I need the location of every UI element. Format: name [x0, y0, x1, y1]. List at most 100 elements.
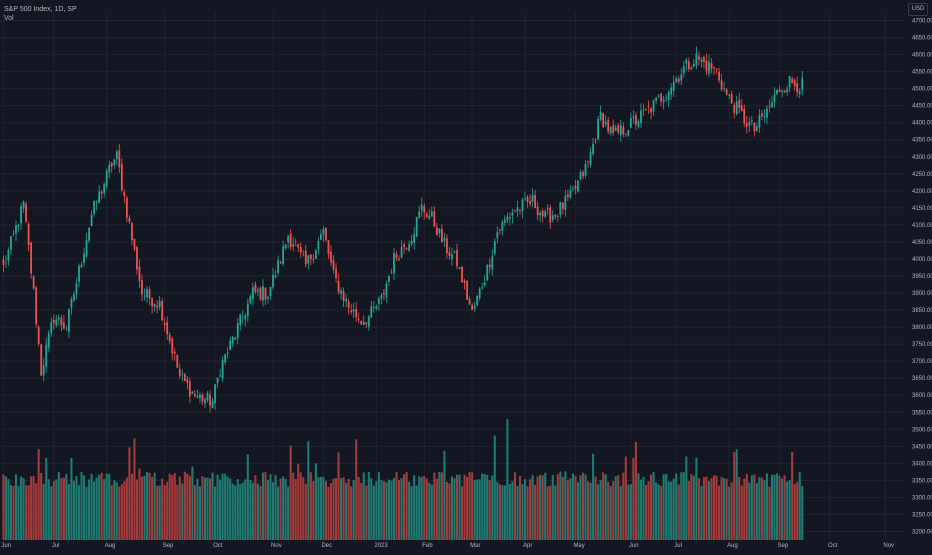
volume-bar	[760, 477, 763, 540]
candle-body	[398, 258, 400, 260]
candle-body	[234, 337, 237, 340]
price-tick-label: 3400.00	[912, 461, 932, 467]
candle-body	[589, 152, 592, 165]
volume-bar	[226, 476, 229, 540]
candle-body	[337, 280, 340, 293]
volume-bar	[634, 442, 637, 540]
candle-body	[698, 56, 700, 60]
volume-bar	[723, 478, 726, 540]
candle-body	[274, 275, 277, 278]
candle-body	[458, 267, 461, 270]
candle-body	[98, 191, 101, 203]
volume-bar	[768, 486, 771, 540]
volume-bar	[770, 474, 774, 540]
candle-body	[277, 260, 279, 274]
candle-body	[171, 338, 174, 354]
candle-body	[725, 89, 728, 95]
candle-body	[196, 396, 199, 398]
volume-bar	[244, 479, 247, 540]
volume-bar	[156, 485, 159, 540]
candle-body	[307, 255, 310, 264]
time-axis[interactable]: Jun Jul Aug Sep Oct Nov Dec 2023 Feb Mar Apr May Jun…	[1, 543, 894, 549]
candle-body	[761, 113, 763, 117]
candle-body	[791, 78, 794, 83]
volume-bar	[90, 473, 93, 540]
volume-bar	[282, 476, 285, 540]
volume-bar	[602, 472, 605, 540]
candle-body	[577, 180, 579, 192]
candle-body	[330, 251, 332, 263]
candle-body	[65, 329, 68, 330]
volume-bar	[309, 472, 312, 540]
candle-body	[496, 232, 499, 239]
candle-body	[463, 280, 466, 283]
volume-bar	[9, 484, 13, 540]
candle-body	[519, 209, 521, 211]
candle-body	[622, 126, 625, 135]
candle-body	[561, 202, 564, 210]
candle-body	[372, 306, 375, 308]
volume-bar	[786, 481, 789, 540]
candle-body	[753, 123, 756, 131]
candle-body	[350, 310, 353, 313]
volume-bar	[531, 475, 534, 540]
price-axis[interactable]: 3200.00 3250.00 3300.00 3350.00 3400.00 3450.…	[912, 19, 932, 536]
candle-body	[773, 94, 776, 103]
candle-body	[2, 259, 5, 266]
volume-bar	[513, 472, 517, 540]
volume-bar	[317, 477, 320, 540]
volume-bar	[216, 474, 219, 540]
volume-bar	[622, 472, 625, 540]
volume-bar	[599, 479, 602, 540]
volume-bar	[163, 485, 166, 540]
currency-button[interactable]: USD	[908, 3, 928, 16]
volume-bar	[337, 452, 340, 540]
price-tick-label: 3500.00	[912, 427, 932, 433]
volume-bars	[2, 419, 804, 540]
volume-bar	[70, 457, 73, 540]
candle-body	[141, 280, 143, 295]
candle-body	[534, 195, 537, 209]
volume-bar	[428, 482, 431, 540]
candle-body	[640, 110, 642, 124]
candle-body	[148, 289, 151, 299]
candle-body	[367, 316, 370, 327]
candle-body	[214, 384, 216, 404]
candle-body	[768, 106, 771, 107]
candle-body	[660, 93, 663, 102]
volume-bar	[516, 485, 519, 540]
volume-bar	[55, 479, 58, 540]
candle-body	[488, 264, 491, 268]
volume-bar	[733, 452, 736, 540]
volume-bar	[667, 481, 670, 540]
symbol-title[interactable]: S&P 500 Index, 1D, SP	[4, 6, 77, 13]
candle-body	[146, 288, 148, 298]
candle-body	[566, 194, 569, 197]
candle-body	[708, 61, 710, 74]
volume-bar	[392, 477, 396, 540]
volume-bar	[609, 485, 612, 540]
grid	[0, 12, 905, 540]
volume-bar	[239, 484, 242, 540]
candle-body	[320, 234, 322, 240]
volume-bar	[702, 477, 706, 540]
volume-bar	[670, 481, 673, 540]
volume-bar	[637, 473, 640, 540]
volume-bar	[158, 485, 161, 540]
volume-bar	[88, 479, 91, 540]
candle-body	[118, 150, 121, 168]
candle-body	[471, 304, 474, 310]
volume-bar	[151, 476, 154, 540]
candle-body	[88, 227, 90, 241]
volume-indicator-label[interactable]: Vol	[4, 15, 14, 22]
candle-body	[12, 233, 15, 234]
volume-bar	[269, 474, 272, 540]
candle-body	[287, 236, 290, 243]
volume-bar	[685, 456, 688, 540]
candle-body	[262, 286, 264, 301]
time-tick-label: Dec	[321, 543, 332, 549]
volume-bar	[468, 472, 471, 540]
candle-body	[687, 61, 690, 70]
